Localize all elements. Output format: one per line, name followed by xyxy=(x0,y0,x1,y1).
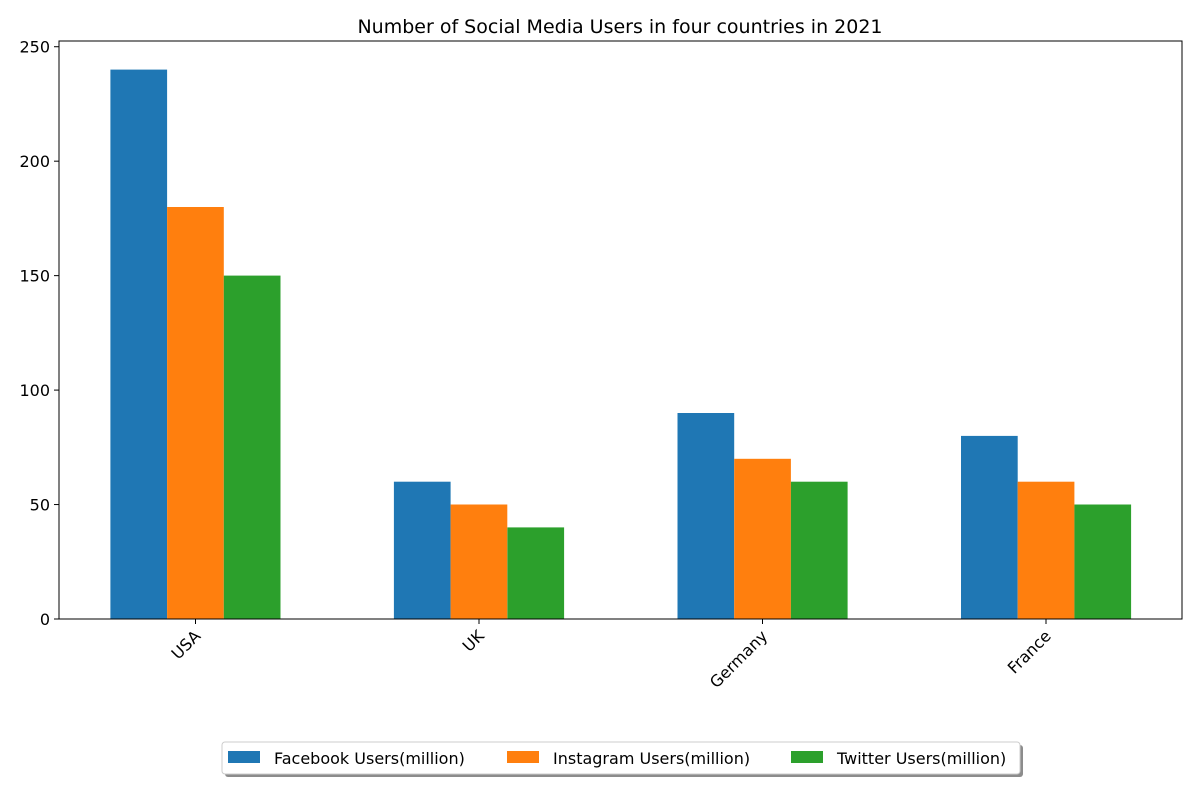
legend-box xyxy=(221,741,1021,775)
bar-facebook-usa xyxy=(110,69,168,620)
legend-label: Twitter Users(million) xyxy=(836,749,1006,768)
bar-twitter-germany xyxy=(790,481,848,619)
y-tick-label: 50 xyxy=(30,496,50,515)
bar-twitter-uk xyxy=(507,527,565,619)
bar-instagram-germany xyxy=(734,458,791,619)
bars-group xyxy=(110,69,1132,620)
legend-label: Facebook Users(million) xyxy=(274,749,465,768)
bar-twitter-usa xyxy=(223,275,281,619)
x-axis: USA UK Germany France xyxy=(167,619,1055,692)
plot-frame xyxy=(58,40,1183,620)
x-tick-label: USA xyxy=(167,626,204,663)
bar-facebook-germany xyxy=(677,413,735,619)
plot-area xyxy=(58,40,1183,620)
y-axis: 0 50 100 150 200 250 xyxy=(19,38,59,629)
bar-facebook-france xyxy=(961,435,1018,619)
legend-swatch xyxy=(791,751,823,763)
y-tick-label: 150 xyxy=(19,267,50,286)
bar-instagram-usa xyxy=(167,207,224,619)
y-tick-label: 100 xyxy=(19,381,50,400)
y-tick-label: 0 xyxy=(40,610,50,629)
bar-instagram-uk xyxy=(450,504,508,619)
y-tick-label: 200 xyxy=(19,152,50,171)
bar-facebook-uk xyxy=(393,481,451,619)
chart-title: Number of Social Media Users in four cou… xyxy=(357,16,882,38)
y-tick-label: 250 xyxy=(19,38,50,57)
legend-swatch xyxy=(228,751,260,763)
legend-label: Instagram Users(million) xyxy=(553,749,750,768)
x-tick-label: UK xyxy=(459,626,488,655)
legend: Facebook Users(million) Instagram Users(m… xyxy=(221,741,1023,777)
bar-twitter-france xyxy=(1074,504,1132,619)
x-tick-label: France xyxy=(1004,626,1055,677)
x-tick-label: Germany xyxy=(706,626,771,691)
bar-instagram-france xyxy=(1017,481,1075,619)
legend-swatch xyxy=(507,751,539,763)
